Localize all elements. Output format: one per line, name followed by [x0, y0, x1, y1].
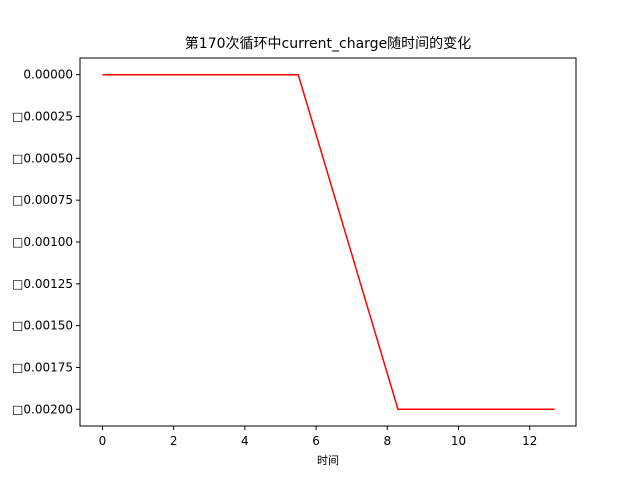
- y-tick-label: □0.00200: [12, 402, 73, 416]
- series-layer: [102, 73, 555, 411]
- x-tick-label: 4: [241, 434, 249, 448]
- x-tick-label: 6: [312, 434, 320, 448]
- y-tick-label: □0.00150: [12, 319, 73, 333]
- y-tick-label: 0.00000: [23, 68, 73, 82]
- y-tick-label: □0.00075: [12, 193, 73, 207]
- x-tick-label: 12: [522, 434, 537, 448]
- chart-title: 第170次循环中current_charge随时间的变化: [185, 35, 471, 52]
- y-tick-label: □0.00125: [12, 277, 73, 291]
- y-tick-label: □0.00100: [12, 235, 73, 249]
- x-tick-label: 0: [99, 434, 107, 448]
- y-tick-label: □0.00025: [12, 110, 73, 124]
- x-axis: 0 2 4 6 8 10 12: [99, 426, 537, 448]
- x-tick-label: 2: [170, 434, 178, 448]
- x-tick-label: 8: [383, 434, 391, 448]
- y-tick-label: □0.00050: [12, 151, 73, 165]
- plot-area: [79, 57, 577, 427]
- x-tick-label: 10: [451, 434, 466, 448]
- series-line: [102, 73, 555, 411]
- y-tick-label: □0.00175: [12, 360, 73, 374]
- x-axis-label: 时间: [317, 454, 339, 467]
- y-axis: 0.00000 □0.00025 □0.00050 □0.00075 □0.00100 □…: [12, 68, 80, 416]
